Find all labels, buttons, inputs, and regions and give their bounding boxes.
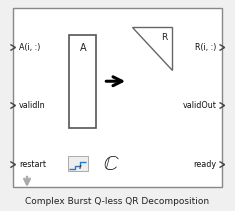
Text: R: R [161,33,167,42]
Text: validIn: validIn [19,101,45,110]
Polygon shape [132,27,172,70]
Text: Complex Burst Q-less QR Decomposition: Complex Burst Q-less QR Decomposition [25,197,210,206]
Text: A(i, :): A(i, :) [19,43,40,52]
Bar [13,8,222,187]
Text: R(i, :): R(i, :) [195,43,216,52]
Bar [68,156,88,171]
Bar [69,35,96,128]
Text: validOut: validOut [182,101,216,110]
Text: fi: fi [79,165,82,170]
Text: A: A [79,43,86,53]
Text: $\mathbb{C}$: $\mathbb{C}$ [103,154,120,173]
Text: ready: ready [193,160,216,169]
Text: restart: restart [19,160,46,169]
